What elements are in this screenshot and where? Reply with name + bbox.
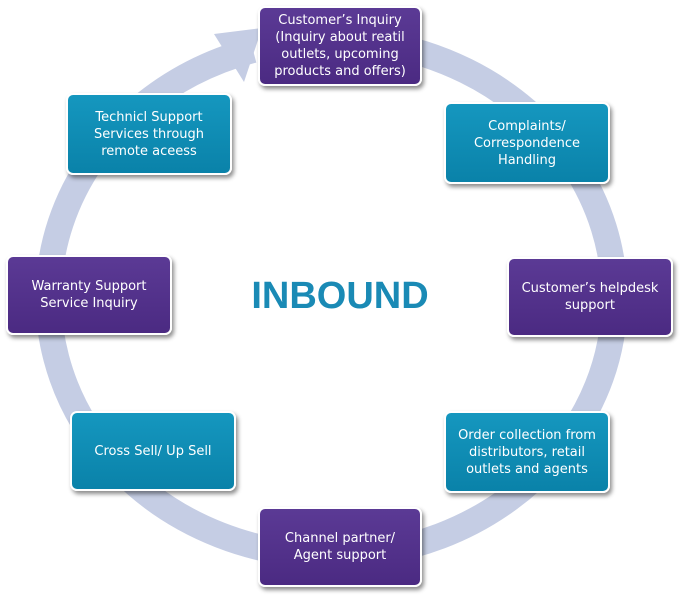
node-warranty-text: Warranty Support Service Inquiry [31, 279, 147, 311]
cycle-ring-arrowhead [214, 28, 262, 82]
node-complaints: Complaints/ Correspondence Handling [444, 102, 610, 184]
node-cross-sell: Cross Sell/ Up Sell [70, 411, 236, 491]
node-customer-inquiry: Customer’s Inquiry (Inquiry about reatil… [258, 6, 422, 86]
node-warranty: Warranty Support Service Inquiry [6, 255, 172, 335]
node-helpdesk-text: Customer’s helpdesk support [521, 281, 659, 313]
node-technical-support: Technicl Support Services through remote… [66, 93, 232, 175]
node-channel-partner: Channel partner/ Agent support [258, 507, 422, 587]
node-channel-partner-text: Channel partner/ Agent support [284, 531, 396, 563]
node-customer-inquiry-text: Customer’s Inquiry (Inquiry about reatil… [274, 13, 406, 79]
node-complaints-text: Complaints/ Correspondence Handling [473, 118, 581, 168]
node-technical-support-text: Technicl Support Services through remote… [93, 109, 205, 159]
node-helpdesk: Customer’s helpdesk support [507, 257, 673, 337]
center-label: INBOUND [251, 275, 429, 317]
node-cross-sell-text: Cross Sell/ Up Sell [94, 443, 212, 459]
node-order-collection-text: Order collection from distributors, reta… [458, 427, 596, 477]
node-order-collection: Order collection from distributors, reta… [444, 411, 610, 493]
